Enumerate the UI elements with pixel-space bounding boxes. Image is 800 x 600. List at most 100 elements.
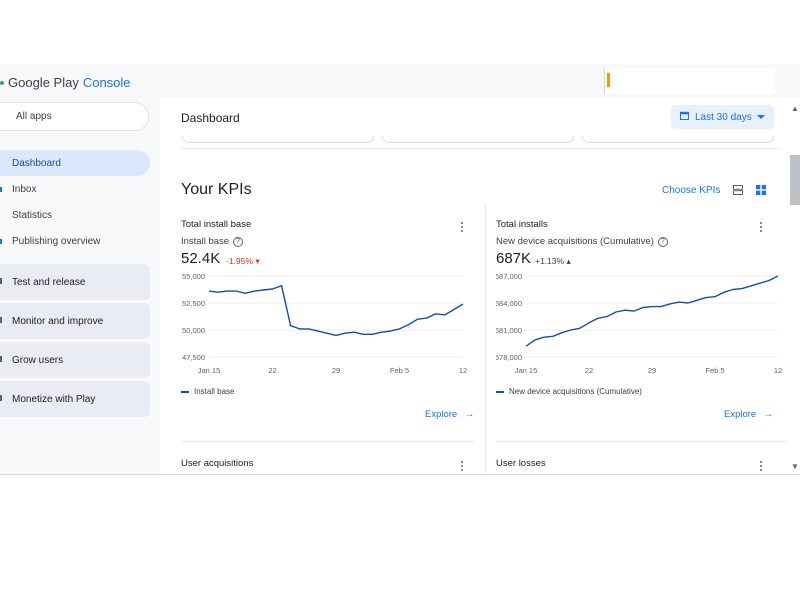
summary-card-stub bbox=[382, 136, 574, 143]
arrow-right-icon: → bbox=[464, 409, 475, 420]
series-line bbox=[525, 275, 779, 347]
sidebar-item-statistics[interactable]: Statistics bbox=[0, 202, 150, 228]
list-view-icon[interactable] bbox=[733, 185, 743, 195]
play-console-app: Google Play Console All apps Dashboard I… bbox=[0, 64, 800, 475]
explore-label: Explore bbox=[425, 409, 458, 420]
more-options-icon[interactable] bbox=[760, 222, 763, 232]
sidebar-item-dashboard[interactable]: Dashboard bbox=[0, 150, 150, 176]
sidebar-item-label: Publishing overview bbox=[12, 236, 101, 247]
sidebar-item-label: Inbox bbox=[12, 184, 37, 195]
sidebar-group-monitor-and-improve[interactable]: Monitor and improve bbox=[0, 303, 150, 339]
sidebar-item-inbox[interactable]: Inbox bbox=[0, 176, 150, 202]
chevron-down-icon bbox=[757, 115, 765, 119]
scroll-up-arrow-icon[interactable]: ▲ bbox=[791, 104, 799, 113]
x-tick-label: Feb 5 bbox=[390, 366, 409, 375]
x-tick-label: Jan 15 bbox=[198, 366, 221, 375]
legend-label: New device acquisitions (Cumulative) bbox=[509, 387, 642, 396]
series-line bbox=[208, 284, 464, 337]
kpi-section-title: Your KPIs bbox=[181, 181, 252, 198]
y-tick-label: 681,000 bbox=[496, 326, 522, 335]
y-tick-label: 678,000 bbox=[496, 353, 522, 362]
y-tick-label: 55,000 bbox=[182, 272, 205, 281]
sidebar-item-publishing-overview[interactable]: Publishing overview bbox=[0, 228, 150, 254]
main-content: Dashboard Last 30 days ▲ ▼ Your KPIs Cho… bbox=[160, 98, 800, 474]
page-title: Dashboard bbox=[181, 111, 240, 125]
choose-kpis-button[interactable]: Choose KPIs bbox=[662, 185, 721, 196]
arrow-right-icon: → bbox=[763, 409, 774, 420]
metric-name: New device acquisitions (Cumulative) ? bbox=[496, 236, 668, 247]
x-tick-label: 12 bbox=[774, 366, 782, 375]
expand-icon bbox=[0, 395, 2, 401]
metric-change: -1.95% ▾ bbox=[226, 256, 260, 267]
expand-icon bbox=[0, 278, 2, 284]
metric-change: +1.13% ▴ bbox=[535, 256, 571, 267]
metric-value: 687K bbox=[496, 250, 532, 267]
help-icon[interactable]: ? bbox=[657, 236, 668, 247]
metric-name: Install base ? bbox=[181, 236, 244, 247]
kpi-card-total-install-base: Total install base Install base ? 52.4K … bbox=[181, 204, 486, 442]
y-tick-label: 687,000 bbox=[496, 272, 522, 281]
metric-label: Install base bbox=[181, 236, 230, 247]
expand-icon bbox=[0, 356, 2, 362]
more-options-icon[interactable] bbox=[461, 461, 464, 471]
sidebar-item-label: Dashboard bbox=[12, 158, 61, 169]
grid-view-icon[interactable] bbox=[756, 185, 766, 195]
play-logo-icon bbox=[0, 80, 4, 85]
calendar-icon bbox=[680, 111, 689, 120]
date-range-selector[interactable]: Last 30 days bbox=[671, 105, 774, 129]
google-play-console-logo[interactable]: Google Play Console bbox=[0, 75, 131, 90]
card-row-divider bbox=[496, 441, 786, 442]
y-tick-label: 50,000 bbox=[182, 326, 205, 335]
sidebar-group-label: Test and release bbox=[12, 277, 86, 288]
sidebar-group-label: Monetize with Play bbox=[12, 394, 96, 405]
nav-indicator-icon bbox=[0, 239, 2, 244]
scroll-down-arrow-icon[interactable]: ▼ bbox=[791, 462, 799, 471]
y-tick-label: 684,000 bbox=[496, 299, 522, 308]
sidebar-item-label: Statistics bbox=[12, 210, 53, 221]
trend-down-icon: ▾ bbox=[255, 256, 260, 266]
metric-value: 52.4K bbox=[181, 250, 221, 267]
card-divider bbox=[485, 204, 486, 474]
chart-legend: New device acquisitions (Cumulative) bbox=[496, 387, 642, 396]
date-range-label: Last 30 days bbox=[695, 112, 752, 123]
account-switcher[interactable] bbox=[604, 68, 775, 94]
all-apps-button[interactable]: All apps bbox=[0, 102, 149, 131]
sidebar-group-monetize-with-play[interactable]: Monetize with Play bbox=[0, 381, 150, 417]
sidebar-group-label: Grow users bbox=[12, 355, 64, 366]
help-icon[interactable]: ? bbox=[233, 236, 244, 247]
app-icon bbox=[607, 73, 610, 87]
logo-text: Google Play bbox=[8, 75, 79, 90]
chart-legend: Install base bbox=[181, 387, 234, 396]
x-tick-label: 29 bbox=[332, 366, 340, 375]
explore-link[interactable]: Explore → bbox=[724, 409, 773, 420]
y-tick-label: 47,500 bbox=[182, 353, 205, 362]
x-tick-label: 29 bbox=[648, 366, 656, 375]
y-tick-label: 52,500 bbox=[182, 299, 205, 308]
x-tick-label: Feb 5 bbox=[705, 366, 724, 375]
x-tick-label: 22 bbox=[585, 366, 593, 375]
explore-label: Explore bbox=[724, 409, 757, 420]
kpi-card-total-installs: Total installs New device acquisitions (… bbox=[496, 204, 800, 442]
metric-change-value: +1.13% bbox=[535, 256, 565, 266]
install-base-line-chart: 47,500 50,000 52,500 55,000 Jan 15 22 29 Feb 5 1… bbox=[182, 272, 467, 375]
section-divider bbox=[181, 148, 781, 149]
new-device-acquisitions-line-chart: 678,000 681,000 684,000 687,000 Jan 15 22 29 Fe… bbox=[496, 272, 782, 375]
sidebar-group-label: Monitor and improve bbox=[12, 316, 104, 327]
legend-swatch bbox=[181, 390, 189, 393]
expand-icon bbox=[0, 317, 2, 323]
all-apps-label: All apps bbox=[16, 111, 52, 122]
explore-link[interactable]: Explore → bbox=[425, 409, 474, 420]
card-title: Total installs bbox=[496, 219, 548, 230]
more-options-icon[interactable] bbox=[461, 222, 464, 232]
x-tick-label: 12 bbox=[459, 366, 467, 375]
sidebar-group-test-and-release[interactable]: Test and release bbox=[0, 264, 150, 300]
more-options-icon[interactable] bbox=[760, 461, 763, 471]
trend-up-icon: ▴ bbox=[566, 256, 571, 266]
legend-swatch bbox=[496, 390, 504, 393]
legend-label: Install base bbox=[194, 387, 235, 396]
scrollbar-thumb[interactable] bbox=[790, 155, 800, 205]
sidebar: All apps Dashboard Inbox Statistics Publ… bbox=[0, 98, 160, 474]
metric-label: New device acquisitions (Cumulative) bbox=[496, 236, 654, 247]
card-title-user-losses: User losses bbox=[496, 458, 546, 469]
sidebar-group-grow-users[interactable]: Grow users bbox=[0, 342, 150, 378]
